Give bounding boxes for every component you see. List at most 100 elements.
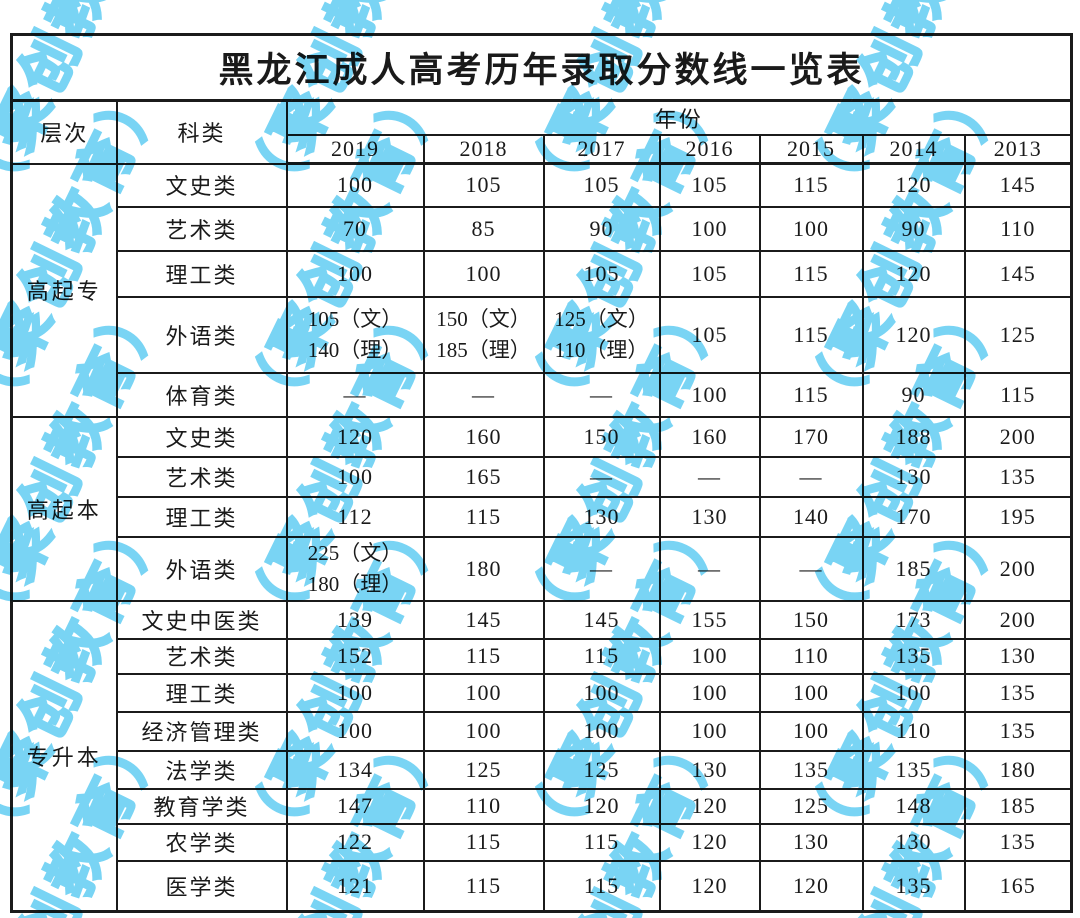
score-cell: 130	[658, 495, 761, 538]
score-cell: 115	[542, 859, 661, 913]
score-cell: 125	[422, 749, 545, 790]
score-cell: —	[285, 371, 425, 418]
score-cell: 100	[758, 205, 864, 252]
score-table: 黑龙江成人高考历年录取分数线一览表 层次 科类 年份 2019 2018 2017 2…	[10, 33, 1074, 913]
category-cell: 医学类	[115, 859, 288, 913]
score-cell: 195	[963, 495, 1073, 538]
score-cell: 130	[658, 749, 761, 790]
score-cell: 120	[758, 859, 864, 913]
score-cell: 152	[285, 637, 425, 675]
score-cell: 135	[861, 637, 966, 675]
score-cell: 100	[658, 672, 761, 713]
score-cell: 180	[422, 535, 545, 602]
score-cell: 100	[758, 672, 864, 713]
header-row: 层次 科类 年份	[10, 99, 1073, 165]
score-cell: 150	[758, 599, 864, 640]
score-cell: 134	[285, 749, 425, 790]
score-cell: 100	[422, 249, 545, 298]
score-cell: 90	[861, 371, 966, 418]
level-cell: 专升本	[10, 599, 118, 913]
score-cell: 100	[285, 455, 425, 498]
score-cell: 135	[861, 859, 966, 913]
category-cell: 艺术类	[115, 637, 288, 675]
score-cell: 170	[861, 495, 966, 538]
year-header-2019: 2019	[285, 134, 425, 165]
category-cell: 艺术类	[115, 455, 288, 498]
score-cell: —	[542, 535, 661, 602]
score-cell: 70	[285, 205, 425, 252]
table-row: 农学类 122 115 115 120 130 130 135	[12, 822, 1073, 862]
table-row: 经济管理类 100 100 100 100 100 110 135	[12, 710, 1073, 752]
score-cell: 160	[422, 415, 545, 458]
category-cell: 理工类	[115, 495, 288, 538]
title-row: 黑龙江成人高考历年录取分数线一览表	[10, 33, 1073, 102]
score-cell: 115	[422, 495, 545, 538]
score-cell: 165	[963, 859, 1073, 913]
score-cell: 100	[285, 710, 425, 752]
score-cell: 120	[861, 162, 966, 208]
category-cell: 理工类	[115, 249, 288, 298]
table-row: 教育学类 147 110 120 120 125 148 185	[12, 787, 1073, 825]
score-cell: 185	[861, 535, 966, 602]
category-cell: 农学类	[115, 822, 288, 862]
score-cell: —	[758, 535, 864, 602]
score-cell: 139	[285, 599, 425, 640]
score-cell: 120	[285, 415, 425, 458]
table-row: 外语类 225（文） 180（理） 180— — —185 200	[12, 535, 1073, 602]
score-cell: 115	[758, 249, 864, 298]
score-cell: 150（文） 185（理）	[422, 295, 545, 374]
table-row: 理工类 100 100 100 100 100 100 135	[12, 672, 1073, 713]
score-cell: 135	[963, 710, 1073, 752]
score-cell: 100	[422, 710, 545, 752]
score-cell: 110	[861, 710, 966, 752]
category-cell: 艺术类	[115, 205, 288, 252]
score-cell: 115	[758, 295, 864, 374]
score-cell: 140	[758, 495, 864, 538]
score-cell: 115	[963, 371, 1073, 418]
table-row: 外语类 105（文） 140（理） 150（文） 185（理） 125（文） 110（理） 1…	[12, 295, 1073, 374]
score-cell: 122	[285, 822, 425, 862]
score-cell: 115	[422, 637, 545, 675]
score-cell: 147	[285, 787, 425, 825]
score-cell: 115	[542, 822, 661, 862]
score-cell: 100	[758, 710, 864, 752]
table-row: 理工类 100 100 105 105 115 120 145	[12, 249, 1073, 298]
category-cell: 经济管理类	[115, 710, 288, 752]
table-row: 体育类 — — —100 115 90 115	[12, 371, 1073, 418]
score-cell: 115	[422, 859, 545, 913]
score-cell: 145	[963, 162, 1073, 208]
table-row: 高起本 文史类 120 160 150 160 170 188 200	[10, 415, 1073, 602]
category-cell: 文史中医类	[115, 599, 288, 640]
score-cell: 110	[422, 787, 545, 825]
header-level: 层次	[10, 99, 118, 165]
score-cell: 155	[658, 599, 761, 640]
score-cell: 160	[658, 415, 761, 458]
table-row: 法学类 134 125 125 130 135 135 180	[12, 749, 1073, 790]
table-row: 艺术类 70 85 90 100 100 90 110	[12, 205, 1073, 252]
header-category: 科类	[115, 99, 288, 165]
score-cell: 115	[422, 822, 545, 862]
score-cell: 120	[658, 859, 761, 913]
score-cell: 148	[861, 787, 966, 825]
level-cell: 高起专	[10, 162, 118, 418]
score-cell: 100	[658, 371, 761, 418]
score-cell: 200	[963, 535, 1073, 602]
score-cell: 105	[658, 249, 761, 298]
category-cell: 教育学类	[115, 787, 288, 825]
score-cell: 135	[861, 749, 966, 790]
score-cell: 130	[963, 637, 1073, 675]
category-cell: 文史类	[115, 162, 288, 208]
score-cell: 90	[542, 205, 661, 252]
score-cell: 85	[422, 205, 545, 252]
score-cell: 100	[658, 205, 761, 252]
score-cell: 120	[658, 822, 761, 862]
score-cell: 135	[758, 749, 864, 790]
score-cell: 150	[542, 415, 661, 458]
score-cell: 105	[658, 162, 761, 208]
table-row: 专升本 文史中医类 139 145 145 155 150 173 200	[10, 599, 1073, 913]
score-cell: 130	[861, 455, 966, 498]
score-cell: 188	[861, 415, 966, 458]
score-cell: 120	[542, 787, 661, 825]
year-header-2018: 2018	[422, 134, 545, 165]
